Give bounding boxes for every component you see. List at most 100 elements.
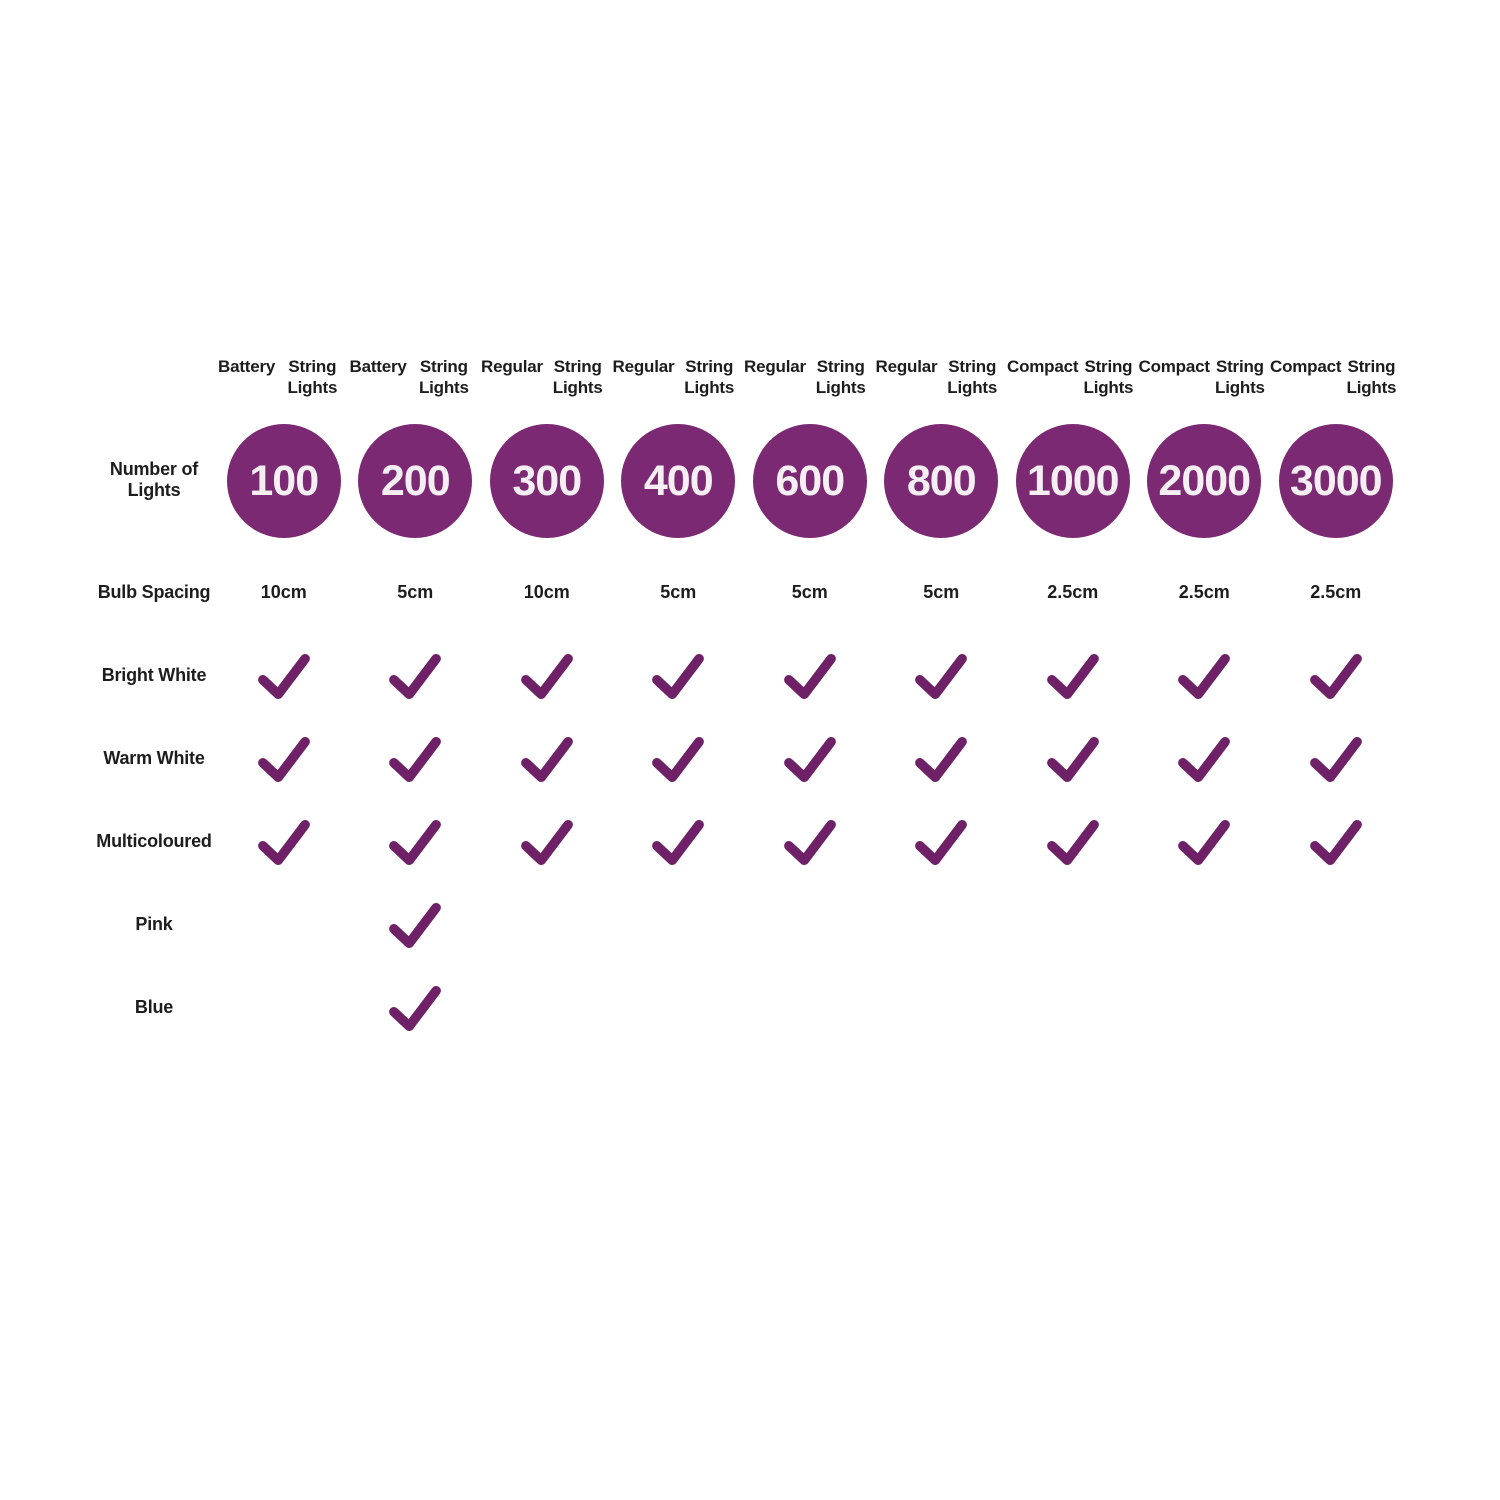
column-header-line1: Compact [1138, 357, 1211, 376]
feature-cell-bright-white [744, 634, 876, 717]
check-icon [1178, 653, 1231, 699]
lights-count-cell: 800 [876, 422, 1008, 568]
feature-cell-blue [1139, 966, 1271, 1049]
feature-cell-bright-white [481, 634, 613, 717]
column-header-line2: String Lights [287, 357, 338, 398]
feature-cell-multicoloured [481, 800, 613, 883]
column-header-line2: String Lights [418, 357, 469, 398]
lights-count-value: 600 [775, 456, 845, 505]
check-icon [389, 736, 442, 782]
column-header: Compact String Lights [1007, 350, 1139, 422]
check-icon [257, 653, 310, 699]
lights-count-cell: 1000 [1007, 422, 1139, 568]
bulb-spacing-value: 10cm [260, 581, 307, 602]
feature-cell-multicoloured [350, 800, 482, 883]
feature-cell-warm-white [1139, 717, 1271, 800]
check-icon [520, 736, 573, 782]
check-icon [257, 736, 310, 782]
feature-cell-multicoloured [1007, 800, 1139, 883]
check-icon [1178, 819, 1231, 865]
check-icon [520, 819, 573, 865]
column-header: Compact String Lights [1270, 350, 1402, 422]
feature-cell-blue [350, 966, 482, 1049]
bulb-spacing-value: 2.5cm [1310, 581, 1362, 602]
lights-count-circle: 200 [358, 424, 473, 538]
column-header-line2: String Lights [815, 357, 866, 398]
row-spacer [90, 616, 1402, 634]
feature-cell-pink [1270, 883, 1402, 966]
lights-count-value: 400 [643, 456, 714, 505]
feature-cell-warm-white [744, 717, 876, 800]
lights-count-cell: 100 [218, 422, 350, 568]
feature-cell-warm-white [481, 717, 613, 800]
feature-cell-pink [613, 883, 745, 966]
check-icon [915, 653, 968, 699]
feature-cell-blue [876, 966, 1008, 1049]
feature-cell-multicoloured [744, 800, 876, 883]
column-header: Battery String Lights [218, 350, 350, 422]
check-icon [1309, 819, 1362, 865]
lights-count-value: 1000 [1026, 456, 1120, 505]
lights-count-cell: 3000 [1270, 422, 1402, 568]
row-label-number-of-lights: Number of Lights [109, 459, 199, 500]
column-header-line1: Regular [875, 357, 938, 376]
row-label-blue: Blue [134, 997, 174, 1017]
check-icon [389, 902, 442, 948]
feature-cell-warm-white [876, 717, 1008, 800]
column-header-line2: String Lights [552, 357, 603, 398]
check-icon [389, 653, 442, 699]
column-header-line1: Compact [1007, 357, 1079, 376]
lights-count-value: 100 [249, 456, 319, 505]
lights-count-cell: 400 [613, 422, 745, 568]
feature-cell-multicoloured [1139, 800, 1271, 883]
bulb-spacing-value: 5cm [397, 581, 434, 602]
check-icon [1046, 819, 1099, 865]
feature-cell-blue [613, 966, 745, 1049]
feature-cell-warm-white [218, 717, 350, 800]
check-icon [389, 985, 442, 1031]
lights-count-value: 3000 [1289, 456, 1383, 505]
feature-cell-pink [350, 883, 482, 966]
feature-cell-blue [1270, 966, 1402, 1049]
check-icon [652, 736, 705, 782]
feature-cell-multicoloured [218, 800, 350, 883]
feature-cell-pink [218, 883, 350, 966]
column-header: Regular String Lights [481, 350, 613, 422]
column-header-line1: Battery [218, 357, 276, 376]
row-label-bulb-spacing: Bulb Spacing [97, 581, 211, 602]
check-icon [915, 736, 968, 782]
lights-count-cell: 300 [481, 422, 613, 568]
lights-count-cell: 600 [744, 422, 876, 568]
column-header: Regular String Lights [613, 350, 745, 422]
lights-count-cell: 2000 [1139, 422, 1271, 568]
row-label-bright-white: Bright White [101, 665, 207, 685]
feature-cell-warm-white [1007, 717, 1139, 800]
feature-cell-pink [481, 883, 613, 966]
column-header-line1: Battery [349, 357, 407, 376]
column-header-line1: Regular [744, 357, 806, 376]
bulb-spacing-value: 5cm [791, 581, 828, 602]
feature-cell-warm-white [350, 717, 482, 800]
feature-cell-blue [744, 966, 876, 1049]
column-header-line1: Compact [1270, 357, 1342, 376]
lights-count-value: 800 [906, 456, 977, 505]
lights-count-circle: 400 [621, 424, 736, 538]
check-icon [652, 819, 705, 865]
check-icon [389, 819, 442, 865]
lights-count-circle: 3000 [1278, 424, 1393, 538]
feature-cell-bright-white [876, 634, 1008, 717]
column-header: Regular String Lights [744, 350, 876, 422]
feature-cell-warm-white [1270, 717, 1402, 800]
row-label-warm-white: Warm White [103, 748, 205, 768]
lights-count-circle: 300 [489, 424, 604, 538]
feature-cell-bright-white [218, 634, 350, 717]
column-header: Regular String Lights [876, 350, 1008, 422]
feature-cell-pink [1007, 883, 1139, 966]
feature-cell-blue [1007, 966, 1139, 1049]
check-icon [915, 819, 968, 865]
column-header-line2: String Lights [1215, 357, 1265, 398]
check-icon [1046, 653, 1099, 699]
bulb-spacing-value: 5cm [660, 581, 697, 602]
row-label-multicoloured: Multicoloured [96, 831, 212, 851]
feature-cell-bright-white [350, 634, 482, 717]
